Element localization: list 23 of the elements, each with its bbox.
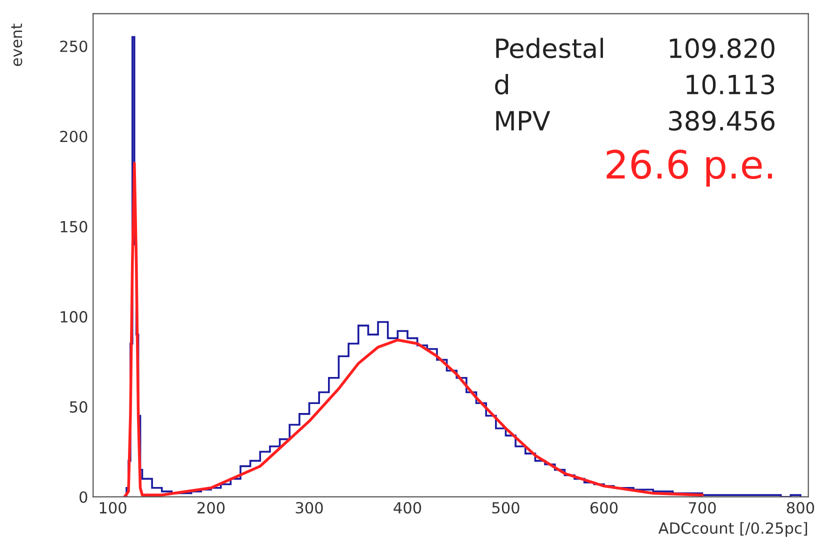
y-tick-label: 150 [60, 220, 88, 232]
x-tick-label: 700 [688, 502, 716, 514]
x-tick-label: 100 [100, 502, 126, 514]
x-tick-label: 300 [296, 502, 323, 514]
annotation: d [495, 74, 508, 94]
x-axis-title: ADCcount [/0.25pc] [658, 522, 808, 537]
annotation: Pedestal [496, 38, 603, 58]
y-axis-title: event [11, 24, 22, 66]
annotation: 10.113 [686, 74, 774, 94]
y-tick-label: 100 [60, 311, 88, 323]
annotation: 109.820 [670, 38, 774, 58]
x-tick-label: 600 [590, 502, 618, 514]
y-tick-label: 50 [70, 401, 88, 413]
annotation: 26.6 p.e. [606, 150, 772, 187]
x-tick-label: 800 [786, 502, 814, 514]
y-tick-label: 250 [60, 40, 88, 52]
annotation: 389.456 [669, 110, 774, 131]
x-tick-label: 500 [492, 502, 520, 514]
annotation: MPV [496, 111, 550, 130]
x-tick-label: 200 [198, 502, 225, 514]
x-tick-label: 400 [394, 502, 422, 514]
y-tick-label: 200 [60, 130, 88, 142]
y-tick-label: 0 [80, 491, 88, 503]
